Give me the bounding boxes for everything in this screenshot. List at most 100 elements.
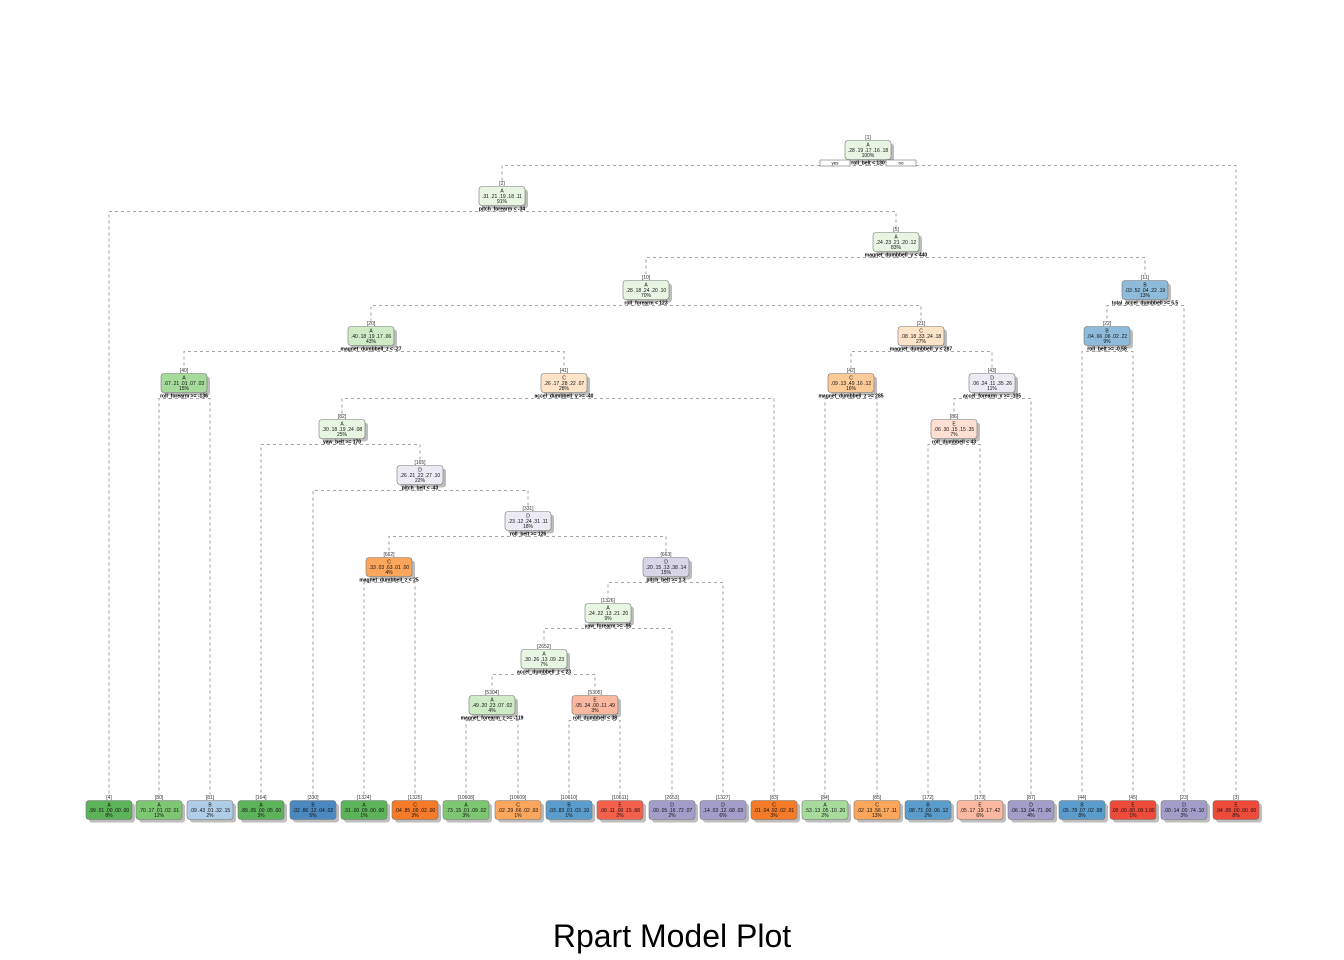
node-box xyxy=(340,800,388,820)
node-pct: 16% xyxy=(846,386,857,392)
node-box xyxy=(237,800,285,820)
node-probs: .05 .78 .07 .02 .08 xyxy=(1062,808,1103,814)
tree-edge xyxy=(184,398,211,795)
node-id: [21] xyxy=(917,321,926,327)
node-probs: .23 .12 .24 .31 .11 xyxy=(508,519,548,525)
tree-edge xyxy=(927,444,954,795)
tree-edge xyxy=(824,398,851,795)
node-split: pitch_forearm < -34 xyxy=(479,207,525,213)
tree-edge xyxy=(502,211,897,227)
node-split: magnet_dumbbell_z < 25 xyxy=(359,578,419,584)
node-probs: .30 .18 .19 .24 .08 xyxy=(322,427,363,433)
node-id: [663] xyxy=(660,552,672,558)
node-class: B xyxy=(1143,283,1147,289)
node-pct: 3% xyxy=(770,813,778,819)
node-box xyxy=(478,186,526,206)
node-split: roll_forearm < 123 xyxy=(624,301,667,307)
node-class: C xyxy=(849,376,853,382)
node-class: A xyxy=(606,606,610,612)
node-class: D xyxy=(1029,803,1033,809)
node-box xyxy=(1058,800,1106,820)
tree-edge xyxy=(1081,351,1107,795)
node-id: [80] xyxy=(155,795,164,801)
node-class: C xyxy=(919,329,923,335)
node-probs: .70 .17 .01 .02 .01 xyxy=(139,808,180,814)
node-box xyxy=(897,326,945,346)
tree-node: [45] E.00 .00 .00 .00 1.001% xyxy=(1109,795,1159,823)
node-pct: 4% xyxy=(1027,813,1035,819)
node-pct: 83% xyxy=(891,245,902,251)
tree-node: [10609] C.02 .29 .66 .02 .031% xyxy=(494,795,544,823)
node-class: C xyxy=(387,560,391,566)
tree-node: [10608] A.73 .15 .01 .09 .023% xyxy=(442,795,492,823)
node-box xyxy=(1109,800,1157,820)
node-split: magnet_dumbbell_y < 440 xyxy=(865,253,928,259)
tree-node: [83] C.01 .04 .92 .02 .013% xyxy=(750,795,800,823)
node-id: [41] xyxy=(560,368,569,374)
node-split: roll_belt < 130 xyxy=(851,161,885,167)
node-class: A xyxy=(500,189,504,195)
node-id: [5] xyxy=(893,227,899,233)
tree-edge xyxy=(850,351,921,368)
tree-edge xyxy=(666,582,724,795)
node-box xyxy=(396,465,444,485)
node-box xyxy=(365,557,413,577)
node-id: [2653] xyxy=(665,795,680,801)
node-probs: .05 .17 .19 .17 .42 xyxy=(960,808,1001,814)
node-probs: .40 .18 .19 .17 .06 xyxy=(351,334,392,340)
tree-edge xyxy=(568,720,595,795)
node-id: [84] xyxy=(821,795,830,801)
node-box xyxy=(494,800,542,820)
node-pct: 8% xyxy=(1232,813,1240,819)
node-box xyxy=(545,800,593,820)
node-split: magnet_forearm_z >= -119 xyxy=(461,716,524,722)
tree-edge xyxy=(868,165,1237,795)
node-id: [2652] xyxy=(537,644,552,650)
node-probs: .91 .00 .09 .00 .00 xyxy=(344,808,385,814)
node-box xyxy=(801,800,849,820)
node-probs: .26 .17 .28 .22 .07 xyxy=(544,381,585,387)
node-class: A xyxy=(362,803,366,809)
node-box xyxy=(827,373,875,393)
node-box xyxy=(504,511,552,531)
tree-edge xyxy=(389,582,416,795)
node-class: A xyxy=(542,652,546,658)
node-probs: .00 .14 .00 .74 .10 xyxy=(1164,808,1205,814)
node-probs: .24 .23 .21 .20 .12 xyxy=(876,240,917,246)
node-probs: .08 .71 .03 .06 .12 xyxy=(908,808,949,814)
node-box xyxy=(844,140,892,160)
tree-edge xyxy=(544,674,596,690)
node-split: pitch_belt < -43 xyxy=(402,486,439,492)
node-box xyxy=(853,800,901,820)
tree-edge xyxy=(465,720,492,795)
node-id: [44] xyxy=(1078,795,1087,801)
node-box xyxy=(1160,800,1208,820)
node-box xyxy=(85,800,133,820)
node-box xyxy=(1083,326,1131,346)
svg-text:yes: yes xyxy=(831,161,839,166)
node-pct: 25% xyxy=(337,432,348,438)
node-id: [10] xyxy=(642,275,651,281)
tree-node: [330] B.02 .86 .12 .04 .025% xyxy=(289,795,339,823)
node-box xyxy=(956,800,1004,820)
tree-edge xyxy=(260,444,342,795)
node-box xyxy=(930,419,978,439)
node-probs: .67 .21 .01 .07 .03 xyxy=(164,381,205,387)
tree-edge xyxy=(595,720,621,795)
tree-node: [22] B.04 .66 .06 .02 .229% roll_belt >= -… xyxy=(1083,321,1133,353)
tree-node: [4] A.99 .01 .00 .00 .008% xyxy=(85,795,135,823)
node-box xyxy=(289,800,337,820)
node-class: A xyxy=(107,803,111,809)
node-pct: 2% xyxy=(616,813,624,819)
node-id: [87] xyxy=(1027,795,1036,801)
node-pct: 15% xyxy=(661,570,672,576)
tree-node: [23] D.00 .14 .00 .74 .103% xyxy=(1160,795,1210,823)
node-pct: 9% xyxy=(1103,339,1111,345)
node-class: B xyxy=(208,803,212,809)
tree-edge xyxy=(492,720,519,795)
node-box xyxy=(642,557,690,577)
